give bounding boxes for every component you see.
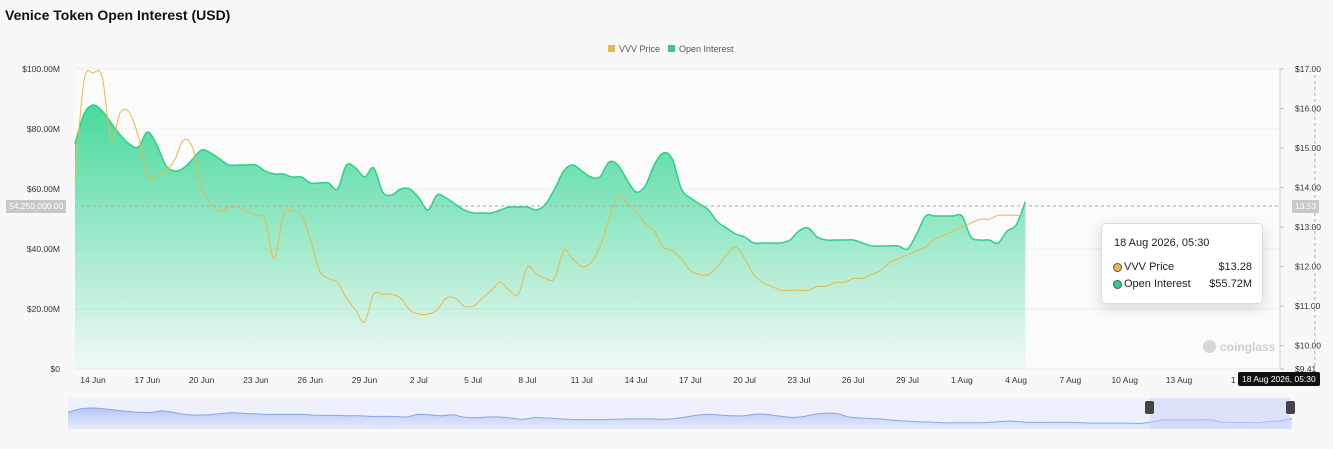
x-tick-label: 10 Aug xyxy=(1111,375,1138,385)
y-right-tick-label: $13.00 xyxy=(1295,222,1321,232)
x-tick-label: 11 Jul xyxy=(571,375,593,385)
x-tick-label: 23 Jun xyxy=(243,375,269,385)
open-interest-area xyxy=(75,104,1026,369)
x-tick-label: 5 Jul xyxy=(464,375,482,385)
navigator-area xyxy=(68,408,1292,429)
navigator-line xyxy=(67,407,1293,424)
crosshair-y-right-label: 13.53 xyxy=(1292,200,1320,213)
tooltip-row-oi: Open Interest $55.72M xyxy=(1113,278,1252,292)
y-left-tick-label: $40.00M xyxy=(27,244,60,254)
tooltip-label: Open Interest xyxy=(1124,278,1191,290)
tooltip-value: $13.28 xyxy=(1218,261,1252,273)
price-dot-icon xyxy=(1113,263,1122,272)
y-right-tick-label: $12.00 xyxy=(1295,262,1321,272)
navigator-handle-left[interactable] xyxy=(1145,401,1154,414)
navigator-selection[interactable] xyxy=(1150,398,1290,429)
x-tick-label: 1 xyxy=(1231,375,1236,385)
x-tick-label: 29 Jul xyxy=(896,375,919,385)
chart-title: Venice Token Open Interest (USD) xyxy=(5,7,231,23)
legend-swatch[interactable] xyxy=(668,45,675,52)
tooltip-value: $55.72M xyxy=(1209,278,1252,290)
crosshair-x-label: 18 Aug 2026, 05:30 xyxy=(1238,372,1320,386)
oi-dot-icon xyxy=(1113,280,1122,289)
open-interest-line xyxy=(74,104,1026,251)
brand-text: coinglass xyxy=(1220,340,1276,354)
vvv-price-line xyxy=(74,69,1026,323)
x-tick-label: 8 Jul xyxy=(518,375,536,385)
y-left-tick-label: $100.00M xyxy=(22,64,60,74)
y-right-tick-label: $9.41 xyxy=(1295,364,1317,374)
y-left-tick-label: $20.00M xyxy=(27,304,60,314)
brand-watermark: coinglass xyxy=(1203,340,1275,354)
x-tick-label: 23 Jul xyxy=(788,375,811,385)
x-tick-label: 13 Aug xyxy=(1166,375,1193,385)
x-tick-label: 7 Aug xyxy=(1060,375,1082,385)
x-tick-label: 17 Jul xyxy=(679,375,702,385)
y-right-tick-label: $16.00 xyxy=(1295,104,1321,114)
y-left-tick-label: $60.00M xyxy=(27,184,60,194)
x-tick-label: 4 Aug xyxy=(1005,375,1027,385)
x-tick-label: 29 Jun xyxy=(352,375,378,385)
legend-label[interactable]: Open Interest xyxy=(679,44,734,54)
x-tick-label: 26 Jun xyxy=(297,375,323,385)
y-right-tick-label: $15.00 xyxy=(1295,143,1321,153)
y-right-tick-label: $11.00 xyxy=(1295,301,1321,311)
x-tick-label: 14 Jun xyxy=(80,375,106,385)
tooltip-label: VVV Price xyxy=(1124,261,1175,273)
navigator-handle-right[interactable] xyxy=(1286,401,1295,414)
x-tick-label: 20 Jul xyxy=(733,375,756,385)
x-tick-label: 20 Jun xyxy=(189,375,215,385)
legend-label[interactable]: VVV Price xyxy=(619,44,660,54)
x-tick-label: 14 Jul xyxy=(625,375,648,385)
y-left-tick-label: $0 xyxy=(51,364,61,374)
x-tick-label: 17 Jun xyxy=(135,375,161,385)
y-left-tick-label: $80.00M xyxy=(27,124,60,134)
coinglass-logo-icon xyxy=(1203,340,1216,353)
y-right-tick-label: $14.00 xyxy=(1295,183,1321,193)
crosshair-y-left-label: 54,250,000.00 xyxy=(6,200,67,213)
x-tick-label: 26 Jul xyxy=(842,375,865,385)
x-tick-label: 1 Aug xyxy=(951,375,973,385)
legend-swatch[interactable] xyxy=(608,45,615,52)
y-right-tick-label: $10.00 xyxy=(1295,341,1321,351)
x-tick-label: 2 Jul xyxy=(410,375,428,385)
y-right-tick-label: $17.00 xyxy=(1295,64,1321,74)
chart-tooltip: 18 Aug 2026, 05:30 VVV Price $13.28 Open… xyxy=(1101,223,1263,304)
tooltip-row-price: VVV Price $13.28 xyxy=(1113,261,1252,275)
tooltip-date: 18 Aug 2026, 05:30 xyxy=(1114,237,1210,249)
